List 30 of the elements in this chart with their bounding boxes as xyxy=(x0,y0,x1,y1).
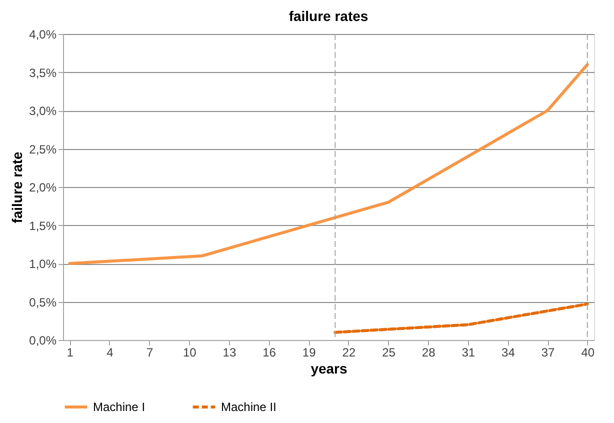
y-tick-label: 3,0% xyxy=(29,104,57,118)
x-tick-label: 4 xyxy=(106,346,114,360)
line-series xyxy=(68,63,589,265)
y-tick-label: 1,0% xyxy=(29,257,57,271)
chart-title: failure rates xyxy=(288,8,368,24)
y-tick-label: 2,5% xyxy=(29,142,57,156)
x-tick-label: 7 xyxy=(146,346,154,360)
y-axis-title: failure rate xyxy=(9,151,26,224)
x-tick-label: 37 xyxy=(541,346,556,360)
legend-label: Machine I xyxy=(93,400,146,414)
y-tick-label: 3,5% xyxy=(29,66,57,80)
x-tick-label: 34 xyxy=(502,346,516,360)
y-tick-label: 0,5% xyxy=(29,295,57,310)
x-tick-label: 10 xyxy=(182,346,197,360)
x-tick-label: 25 xyxy=(382,346,396,360)
y-tick-label: 1,5% xyxy=(29,218,57,233)
x-tick-label: 19 xyxy=(302,346,316,360)
x-tick-label: 22 xyxy=(342,346,356,360)
x-tick-label: 16 xyxy=(262,346,276,360)
x-tick-label: 40 xyxy=(581,346,595,360)
y-tick-label: 2,0% xyxy=(29,180,57,194)
y-tick-label: 0,0% xyxy=(29,334,57,348)
line-series xyxy=(334,302,589,334)
x-tick-label: 28 xyxy=(422,346,436,360)
legend-label: Machine II xyxy=(221,400,276,414)
y-tick-label: 4,0% xyxy=(29,28,57,42)
x-tick-label: 1 xyxy=(66,346,74,360)
x-tick-label: 13 xyxy=(222,346,236,360)
x-axis-title: years xyxy=(310,360,348,376)
x-tick-label: 31 xyxy=(462,346,476,360)
